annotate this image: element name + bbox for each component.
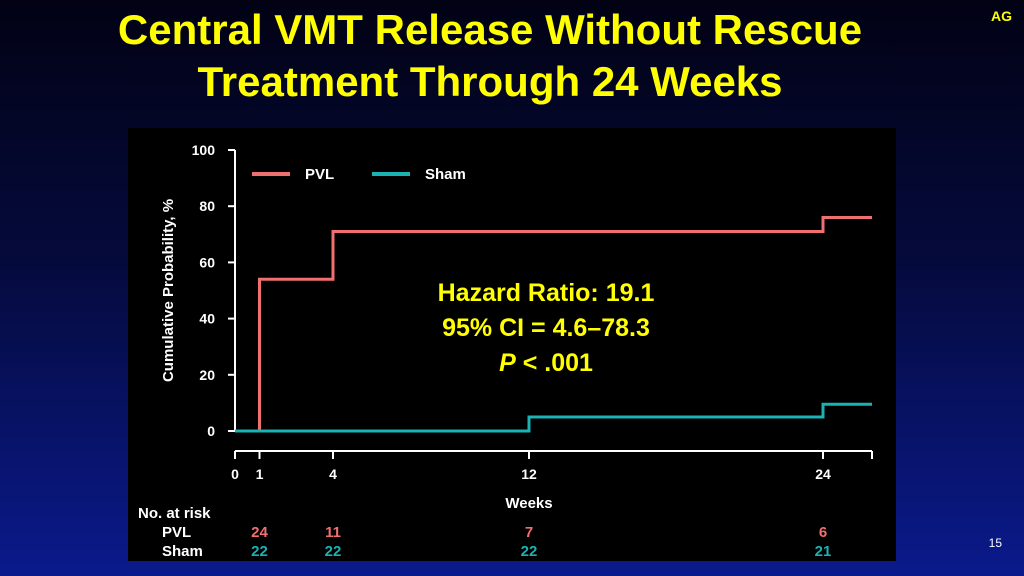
x-axis-label: Weeks [505, 495, 552, 512]
title-line-2: Treatment Through 24 Weeks [197, 58, 783, 105]
y-tick-label: 80 [199, 198, 215, 214]
y-tick-label: 40 [199, 311, 215, 327]
series-line-pvl [235, 215, 872, 433]
legend-label-pvl: PVL [305, 166, 334, 183]
p-value-rest: < .001 [516, 349, 593, 377]
at-risk-value-sham: 22 [251, 543, 268, 560]
x-tick-label: 1 [256, 466, 264, 482]
p-value-text: P < .001 [499, 349, 593, 377]
y-tick-label: 20 [199, 367, 215, 383]
series-line-sham [235, 402, 872, 433]
km-chart: 0 20 40 60 80 100 Cumulative Probability, % 0 1 4… [138, 142, 873, 560]
at-risk-value-pvl: 6 [819, 524, 827, 541]
at-risk-label-sham: Sham [162, 543, 203, 560]
at-risk-value-sham: 22 [521, 543, 538, 560]
chart-panel: 0 20 40 60 80 100 Cumulative Probability, % 0 1 4… [128, 128, 896, 561]
y-tick-label: 60 [199, 254, 215, 270]
y-axis-label: Cumulative Probability, % [160, 199, 177, 382]
ci-text: 95% CI = 4.6–78.3 [442, 314, 650, 342]
hazard-ratio-text: Hazard Ratio: 19.1 [438, 279, 655, 307]
x-tick-label: 24 [815, 466, 831, 482]
at-risk-value-pvl: 11 [325, 524, 341, 541]
p-value-italic: P [499, 349, 516, 377]
slide-title: Central VMT Release Without Rescue Treat… [60, 4, 920, 108]
y-tick-label: 0 [207, 423, 215, 439]
legend-label-sham: Sham [425, 166, 466, 183]
x-tick-label: 0 [231, 466, 239, 482]
at-risk-value-pvl: 7 [525, 524, 533, 541]
slide-number: 15 [988, 536, 1002, 550]
title-line-1: Central VMT Release Without Rescue [117, 6, 863, 53]
corner-label: AG [991, 8, 1012, 24]
at-risk-value-sham: 22 [325, 543, 342, 560]
at-risk-label-pvl: PVL [162, 524, 191, 541]
x-tick-label: 4 [329, 466, 337, 482]
y-tick-label: 100 [192, 142, 216, 158]
at-risk-value-pvl: 24 [251, 524, 268, 541]
at-risk-value-sham: 21 [815, 543, 832, 560]
at-risk-header: No. at risk [138, 505, 211, 522]
x-tick-label: 12 [521, 466, 537, 482]
